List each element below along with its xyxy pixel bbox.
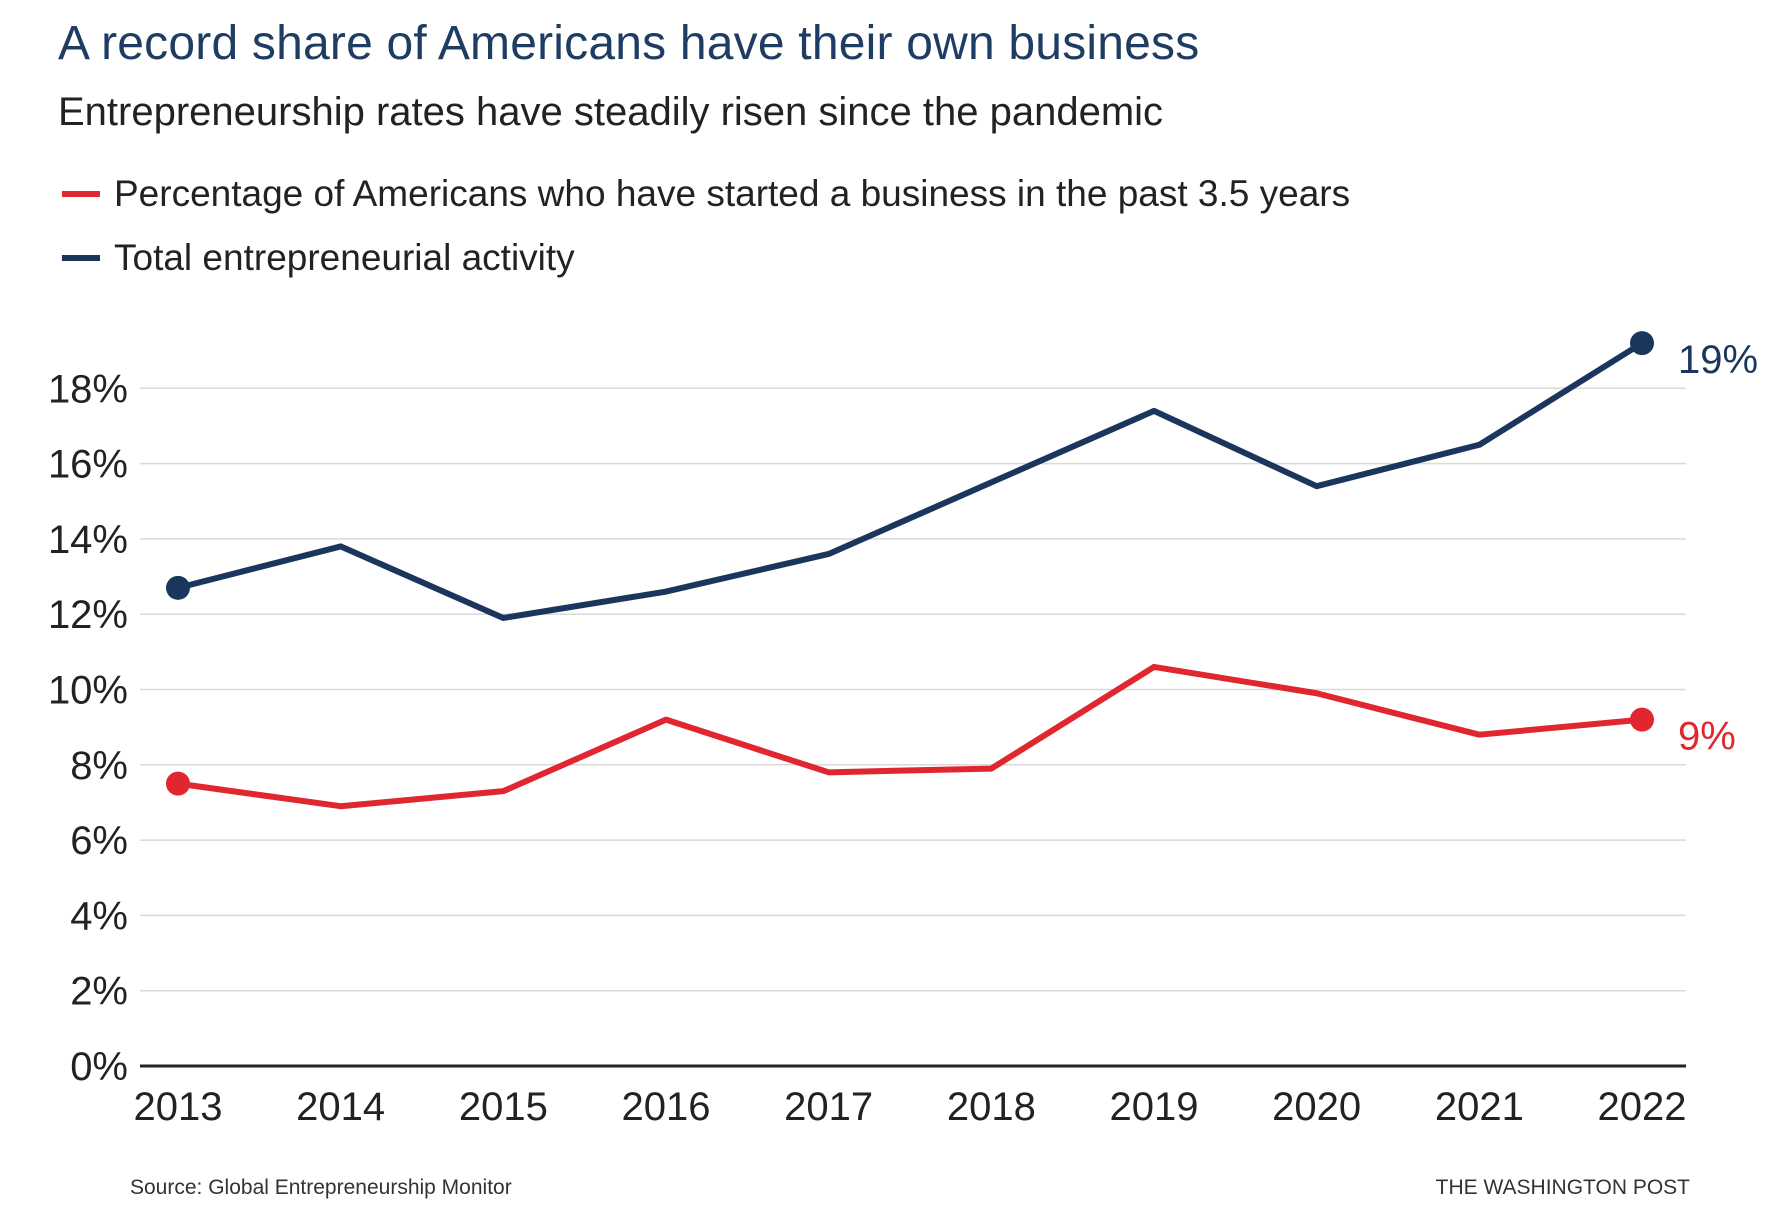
publisher-credit: THE WASHINGTON POST [1435, 1176, 1690, 1199]
data-point-started-business [166, 771, 190, 796]
data-point-total-activity [166, 575, 190, 600]
y-tick-label: 16% [48, 443, 128, 487]
y-tick-label: 6% [70, 819, 128, 863]
source-note: Source: Global Entrepreneurship Monitor [130, 1176, 512, 1199]
y-tick-label: 10% [48, 669, 128, 713]
y-tick-label: 18% [48, 367, 128, 411]
y-tick-label: 12% [48, 593, 128, 637]
chart-subtitle: Entrepreneurship rates have steadily ris… [58, 90, 1164, 134]
x-tick-label: 2014 [296, 1085, 385, 1129]
data-point-started-business [1630, 707, 1654, 732]
x-tick-label: 2022 [1598, 1085, 1687, 1129]
x-tick-label: 2019 [1110, 1085, 1199, 1129]
legend-swatch-red [62, 191, 100, 197]
end-value-label: 19% [1678, 338, 1758, 382]
legend-label: Percentage of Americans who have started… [114, 173, 1351, 214]
legend-swatch-navy [62, 255, 100, 261]
end-value-label: 9% [1678, 715, 1736, 759]
series-line-total-activity [175, 340, 1645, 621]
x-tick-label: 2021 [1435, 1085, 1524, 1129]
legend-item-total-activity: Total entrepreneurial activity [62, 236, 575, 280]
legend-label: Total entrepreneurial activity [114, 237, 575, 278]
series-line-started-business [175, 663, 1645, 810]
x-tick-label: 2018 [947, 1085, 1036, 1129]
y-tick-label: 0% [70, 1045, 128, 1089]
y-tick-label: 14% [48, 518, 128, 562]
data-point-total-activity [1630, 331, 1654, 356]
x-tick-label: 2013 [134, 1085, 223, 1129]
x-tick-label: 2017 [784, 1085, 873, 1129]
x-tick-label: 2020 [1272, 1085, 1361, 1129]
x-tick-label: 2015 [459, 1085, 548, 1129]
y-tick-label: 8% [70, 744, 128, 788]
legend-item-started-business: Percentage of Americans who have started… [62, 172, 1350, 216]
y-tick-label: 2% [70, 970, 128, 1014]
chart-title: A record share of Americans have their o… [58, 17, 1200, 70]
x-tick-label: 2016 [622, 1085, 711, 1129]
y-tick-label: 4% [70, 894, 128, 938]
